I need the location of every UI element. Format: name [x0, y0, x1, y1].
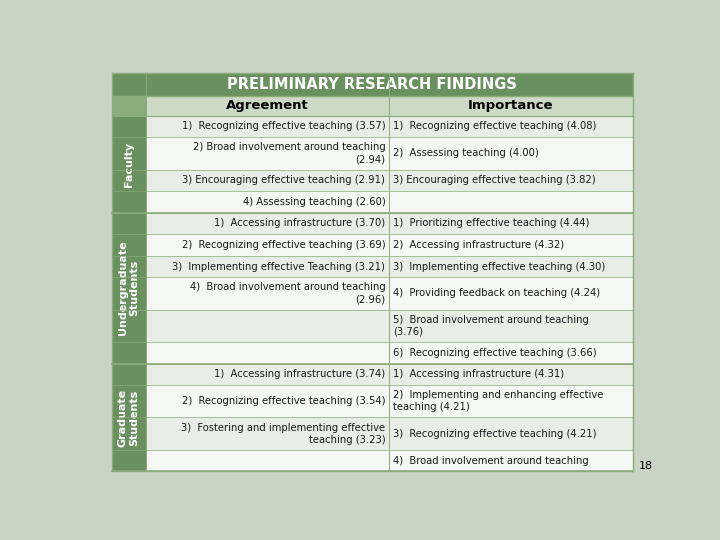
Bar [145, 137, 389, 170]
Text: 6)  Recognizing effective teaching (3.66): 6) Recognizing effective teaching (3.66) [393, 348, 597, 358]
Bar [145, 191, 389, 213]
Text: 3) Encouraging effective teaching (3.82): 3) Encouraging effective teaching (3.82) [393, 176, 595, 185]
Bar [389, 309, 632, 342]
Bar [145, 450, 389, 471]
Bar [145, 363, 389, 385]
Text: 2)  Recognizing effective teaching (3.54): 2) Recognizing effective teaching (3.54) [181, 396, 385, 406]
Text: 3)  Recognizing effective teaching (4.21): 3) Recognizing effective teaching (4.21) [393, 429, 597, 438]
Bar [145, 278, 389, 309]
Bar [389, 417, 632, 450]
Text: PRELIMINARY RESEARCH FINDINGS: PRELIMINARY RESEARCH FINDINGS [228, 77, 517, 92]
Bar [389, 256, 632, 278]
Bar [389, 191, 632, 213]
Bar [389, 278, 632, 309]
Bar [145, 234, 389, 256]
Bar [145, 213, 389, 234]
Text: 4)  Providing feedback on teaching (4.24): 4) Providing feedback on teaching (4.24) [393, 288, 600, 299]
Text: 18: 18 [639, 461, 653, 470]
Bar [389, 363, 632, 385]
Bar [145, 170, 389, 191]
Text: Undergraduate
Students: Undergraduate Students [118, 241, 140, 335]
Bar [145, 309, 389, 342]
Text: 4)  Broad involvement around teaching: 4) Broad involvement around teaching [393, 456, 589, 465]
Text: Faculty: Faculty [124, 141, 134, 187]
Text: 4) Assessing teaching (2.60): 4) Assessing teaching (2.60) [243, 197, 385, 207]
Text: 3)  Implementing effective Teaching (3.21): 3) Implementing effective Teaching (3.21… [172, 261, 385, 272]
Bar [389, 137, 632, 170]
Bar [389, 170, 632, 191]
Bar [112, 363, 145, 471]
Bar [145, 96, 389, 116]
Bar [145, 417, 389, 450]
Bar [145, 342, 389, 363]
Bar [112, 96, 145, 116]
Bar [389, 450, 632, 471]
Bar [112, 72, 632, 96]
Text: 2)  Recognizing effective teaching (3.69): 2) Recognizing effective teaching (3.69) [181, 240, 385, 250]
Bar [145, 116, 389, 137]
Text: 1)  Accessing infrastructure (4.31): 1) Accessing infrastructure (4.31) [393, 369, 564, 379]
Bar [112, 116, 145, 213]
Text: 2) Broad involvement around teaching
(2.94): 2) Broad involvement around teaching (2.… [192, 143, 385, 164]
Text: Importance: Importance [468, 99, 554, 112]
Text: 2)  Accessing infrastructure (4.32): 2) Accessing infrastructure (4.32) [393, 240, 564, 250]
Text: 5)  Broad involvement around teaching
(3.76): 5) Broad involvement around teaching (3.… [393, 315, 589, 337]
Text: 3) Encouraging effective teaching (2.91): 3) Encouraging effective teaching (2.91) [182, 176, 385, 185]
Text: Agreement: Agreement [226, 99, 309, 112]
Text: 1)  Recognizing effective teaching (4.08): 1) Recognizing effective teaching (4.08) [393, 122, 596, 131]
Text: Graduate
Students: Graduate Students [118, 388, 140, 447]
Text: 2)  Assessing teaching (4.00): 2) Assessing teaching (4.00) [393, 148, 539, 158]
Bar [389, 213, 632, 234]
Text: 3)  Fostering and implementing effective
teaching (3.23): 3) Fostering and implementing effective … [181, 423, 385, 444]
Bar [112, 213, 145, 363]
Text: 2)  Implementing and enhancing effective
teaching (4.21): 2) Implementing and enhancing effective … [393, 390, 603, 413]
Text: 3)  Implementing effective teaching (4.30): 3) Implementing effective teaching (4.30… [393, 261, 606, 272]
Bar [145, 385, 389, 417]
Bar [389, 385, 632, 417]
Text: 4)  Broad involvement around teaching
(2.96): 4) Broad involvement around teaching (2.… [189, 282, 385, 305]
Bar [389, 342, 632, 363]
Bar [389, 96, 632, 116]
Text: 1)  Accessing infrastructure (3.70): 1) Accessing infrastructure (3.70) [214, 218, 385, 228]
Bar [145, 256, 389, 278]
Bar [389, 116, 632, 137]
Text: 1)  Accessing infrastructure (3.74): 1) Accessing infrastructure (3.74) [214, 369, 385, 379]
Text: 1)  Recognizing effective teaching (3.57): 1) Recognizing effective teaching (3.57) [181, 122, 385, 131]
Bar [389, 234, 632, 256]
Text: 1)  Prioritizing effective teaching (4.44): 1) Prioritizing effective teaching (4.44… [393, 218, 590, 228]
